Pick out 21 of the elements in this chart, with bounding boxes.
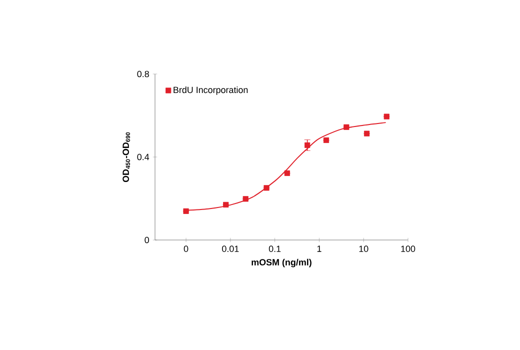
x-tick-label: 1 <box>317 246 322 252</box>
point <box>242 196 248 202</box>
x-tick-label: 0 <box>184 246 188 252</box>
point <box>304 142 310 148</box>
point <box>264 185 270 191</box>
y-tick-label: 0.8 <box>137 70 149 78</box>
point <box>364 130 370 136</box>
point <box>284 170 290 176</box>
y-tick-label: 0 <box>144 236 150 244</box>
point <box>384 114 390 120</box>
point <box>344 124 350 130</box>
x-tick-label: 10 <box>359 246 368 252</box>
x-axis-title: mOSM (ng/ml) <box>252 258 312 268</box>
y-tick-label: 0.4 <box>137 154 150 160</box>
x-tick-label: 100 <box>401 246 416 252</box>
point <box>223 202 229 208</box>
legend-label: BrdU Incorporation <box>174 86 248 95</box>
x-tick-label: 0.1 <box>268 246 281 252</box>
y-axis-title: OD$_{450}$-OD$_{690}$ <box>122 132 130 182</box>
x-tick-label: 0.01 <box>222 246 239 252</box>
point <box>323 137 330 143</box>
